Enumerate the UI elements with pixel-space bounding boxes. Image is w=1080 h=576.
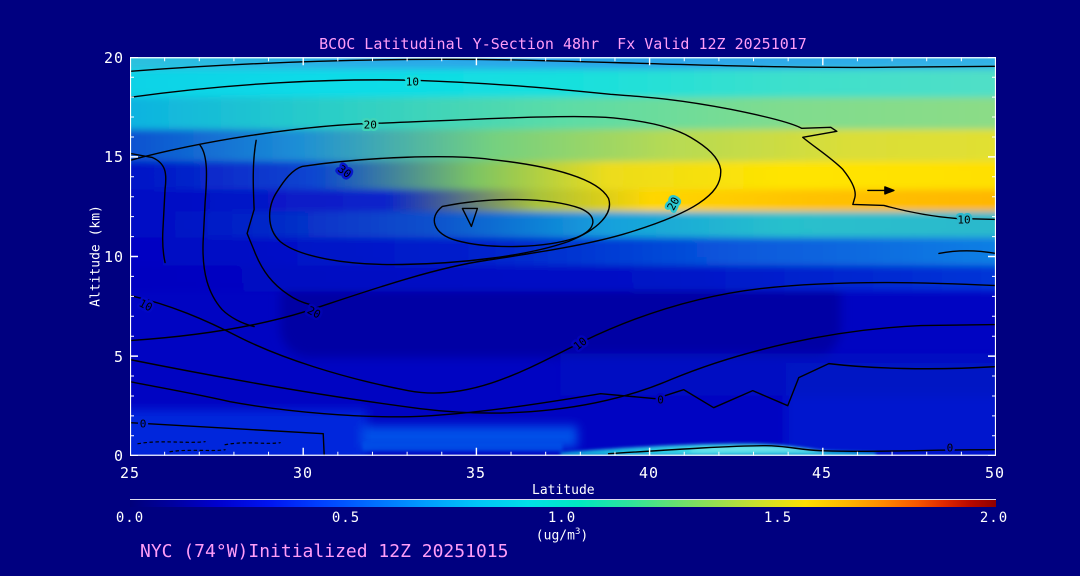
x-tick-label: 45 [811, 464, 833, 482]
contour-label: 0 [140, 418, 147, 431]
x-major-ticks [130, 57, 996, 456]
field-upper-plume [130, 57, 996, 292]
colorbar-tick-label: 1.0 [547, 510, 577, 526]
y-minor-ticks [130, 76, 996, 437]
field-surface-layer [362, 441, 876, 456]
y-tick-label: 0 [113, 447, 124, 465]
contour-label: 10 [406, 75, 419, 88]
y-major-ticks [130, 57, 996, 456]
contour-label: 20 [364, 118, 377, 131]
colorbar-tick-label: 1.5 [763, 510, 793, 526]
colorbar-unit-label: (ug/m3) [512, 527, 612, 543]
y-tick-label: 5 [113, 348, 124, 366]
plot-title: BCOC Latitudinal Y-Section 48hr Fx Valid… [319, 35, 807, 53]
contour-label: 0 [657, 394, 664, 407]
contour-label: 0 [947, 442, 954, 455]
colorbar [130, 499, 996, 507]
y-tick-label: 10 [103, 248, 124, 266]
x-tick-label: 40 [638, 464, 660, 482]
unit-superscript: 3 [574, 527, 581, 537]
y-axis-title: Altitude (km) [88, 205, 104, 307]
x-tick-label: 50 [984, 464, 1006, 482]
footer-annotation: NYC (74°W)Initialized 12Z 20251015 [140, 541, 509, 562]
y-tick-label: 15 [103, 148, 124, 166]
unit-suffix: ) [580, 528, 589, 544]
cross-section-plot: 10 20 30 20 10 10 20 10 0 0 0 [130, 57, 996, 456]
triangle-marker [461, 207, 479, 228]
y-tick-label: 20 [103, 49, 124, 67]
x-tick-label: 25 [119, 464, 141, 482]
contour-lines [130, 58, 996, 456]
colorbar-tick-label: 0.5 [331, 510, 361, 526]
colorbar-tick-label: 0.0 [115, 510, 145, 526]
colorbar-tick-label: 2.0 [979, 510, 1009, 526]
arrow-marker [867, 186, 895, 195]
unit-prefix: (ug/m [535, 528, 575, 544]
x-tick-label: 30 [292, 464, 314, 482]
axes-frame [130, 57, 996, 456]
x-axis-title: Latitude [532, 483, 595, 498]
x-tick-label: 35 [465, 464, 487, 482]
contour-label: 10 [957, 213, 970, 226]
x-minor-ticks [164, 57, 962, 456]
negative-contour-dotted [137, 441, 281, 453]
